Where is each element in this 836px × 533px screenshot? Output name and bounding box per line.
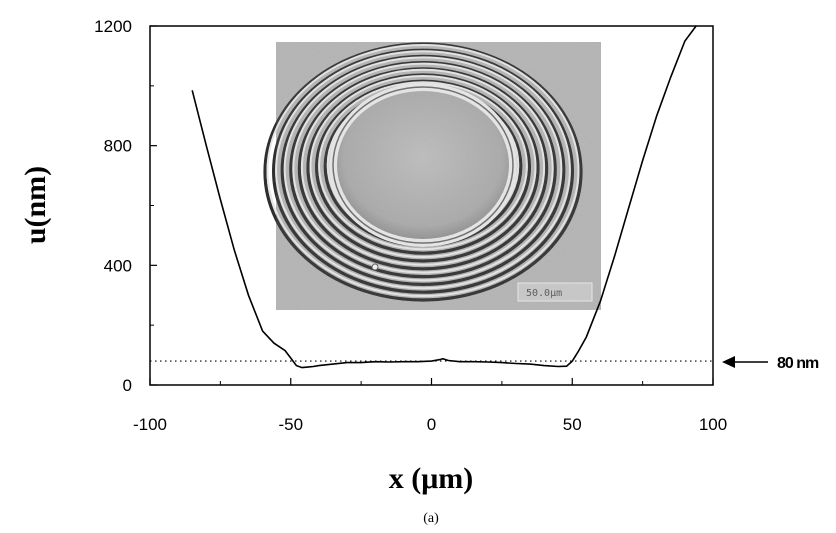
inset-micrograph: 50.0µm (263, 42, 601, 310)
inset-scale-bar (517, 282, 593, 302)
inset-speck (371, 263, 379, 271)
x-tick-label: 100 (699, 415, 727, 434)
fringe-highlight (283, 56, 563, 282)
fringe-highlight (318, 81, 528, 251)
x-axis-ticks: -100 -50 0 50 100 (133, 378, 727, 434)
fringe-highlight (292, 62, 554, 274)
y-tick-label: 400 (104, 256, 132, 275)
figure-caption: (a) (423, 511, 439, 526)
fringe-highlight (266, 44, 580, 297)
y-axis-ticks: 0 400 800 1200 (94, 17, 157, 395)
fringe-highlight (300, 68, 546, 266)
y-tick-label: 1200 (94, 17, 132, 36)
x-axis-title: x (μm) (389, 462, 473, 495)
fringe-highlight (309, 75, 537, 258)
fringe-highlight (275, 50, 571, 290)
y-tick-label: 0 (123, 376, 132, 395)
y-tick-label: 800 (104, 137, 132, 156)
reference-label: 80 nm (777, 355, 819, 372)
inset-scale-label: 50.0µm (526, 288, 562, 299)
x-tick-label: -100 (133, 415, 167, 434)
x-tick-label: 50 (563, 415, 582, 434)
y-axis-title: u(nm) (19, 166, 52, 244)
fringe-rings (263, 42, 583, 302)
reference-annotation: 80 nm (722, 355, 820, 372)
x-tick-label: 0 (427, 415, 436, 434)
series-line (191, 25, 697, 369)
x-tick-label: -50 (278, 415, 303, 434)
